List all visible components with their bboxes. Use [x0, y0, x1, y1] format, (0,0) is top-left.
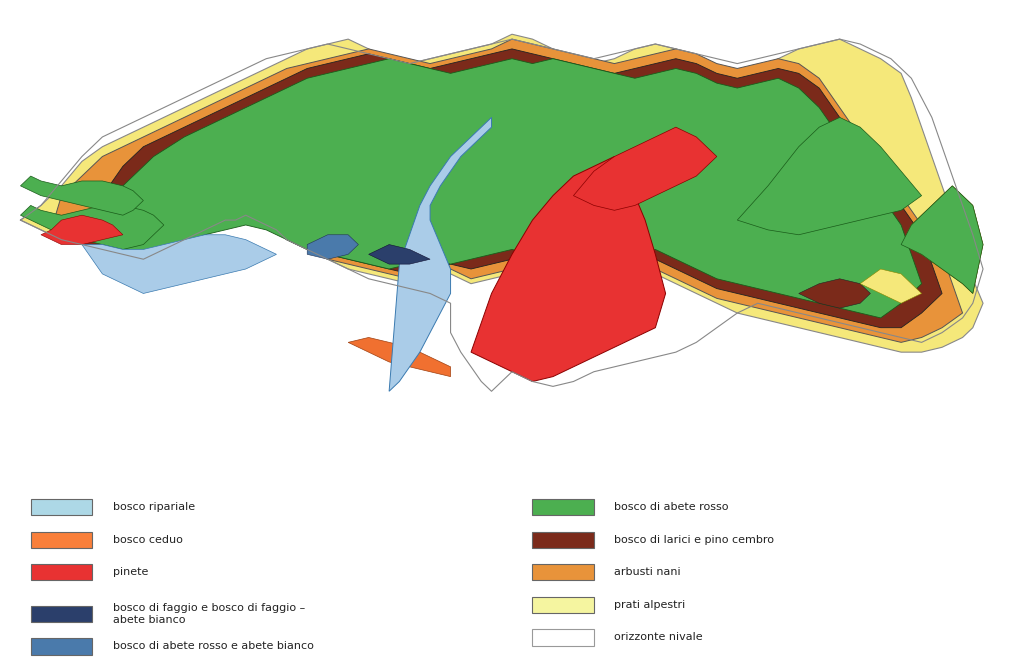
- Polygon shape: [901, 186, 983, 293]
- Polygon shape: [20, 206, 164, 249]
- Bar: [532, 531, 594, 548]
- Polygon shape: [20, 176, 143, 215]
- Text: prati alpestri: prati alpestri: [614, 600, 686, 610]
- Polygon shape: [41, 215, 123, 245]
- Polygon shape: [82, 49, 942, 328]
- Bar: [532, 499, 594, 515]
- Text: pinete: pinete: [113, 567, 148, 578]
- Polygon shape: [471, 157, 666, 381]
- Polygon shape: [573, 127, 717, 210]
- Bar: [31, 531, 92, 548]
- Polygon shape: [0, 0, 1024, 489]
- Polygon shape: [348, 338, 451, 377]
- Bar: [31, 606, 92, 622]
- Bar: [31, 499, 92, 515]
- Text: orizzonte nivale: orizzonte nivale: [614, 632, 703, 643]
- Text: bosco di abete rosso: bosco di abete rosso: [614, 502, 729, 512]
- Text: arbusti nani: arbusti nani: [614, 567, 681, 578]
- Polygon shape: [369, 245, 430, 264]
- Bar: [532, 564, 594, 580]
- Polygon shape: [51, 39, 963, 342]
- Bar: [31, 639, 92, 655]
- Polygon shape: [307, 234, 358, 259]
- Bar: [532, 629, 594, 646]
- Text: bosco ripariale: bosco ripariale: [113, 502, 195, 512]
- Bar: [31, 564, 92, 580]
- Polygon shape: [737, 117, 922, 234]
- Polygon shape: [20, 34, 983, 352]
- Polygon shape: [102, 59, 922, 318]
- Text: bosco ceduo: bosco ceduo: [113, 535, 182, 545]
- Text: bosco di faggio e bosco di faggio –
abete bianco: bosco di faggio e bosco di faggio – abet…: [113, 603, 305, 624]
- Polygon shape: [389, 117, 492, 391]
- Polygon shape: [901, 186, 983, 293]
- Polygon shape: [860, 269, 922, 304]
- Bar: [532, 597, 594, 613]
- Polygon shape: [799, 279, 870, 308]
- Text: bosco di abete rosso e abete bianco: bosco di abete rosso e abete bianco: [113, 641, 313, 651]
- Text: bosco di larici e pino cembro: bosco di larici e pino cembro: [614, 535, 774, 545]
- Polygon shape: [82, 234, 276, 293]
